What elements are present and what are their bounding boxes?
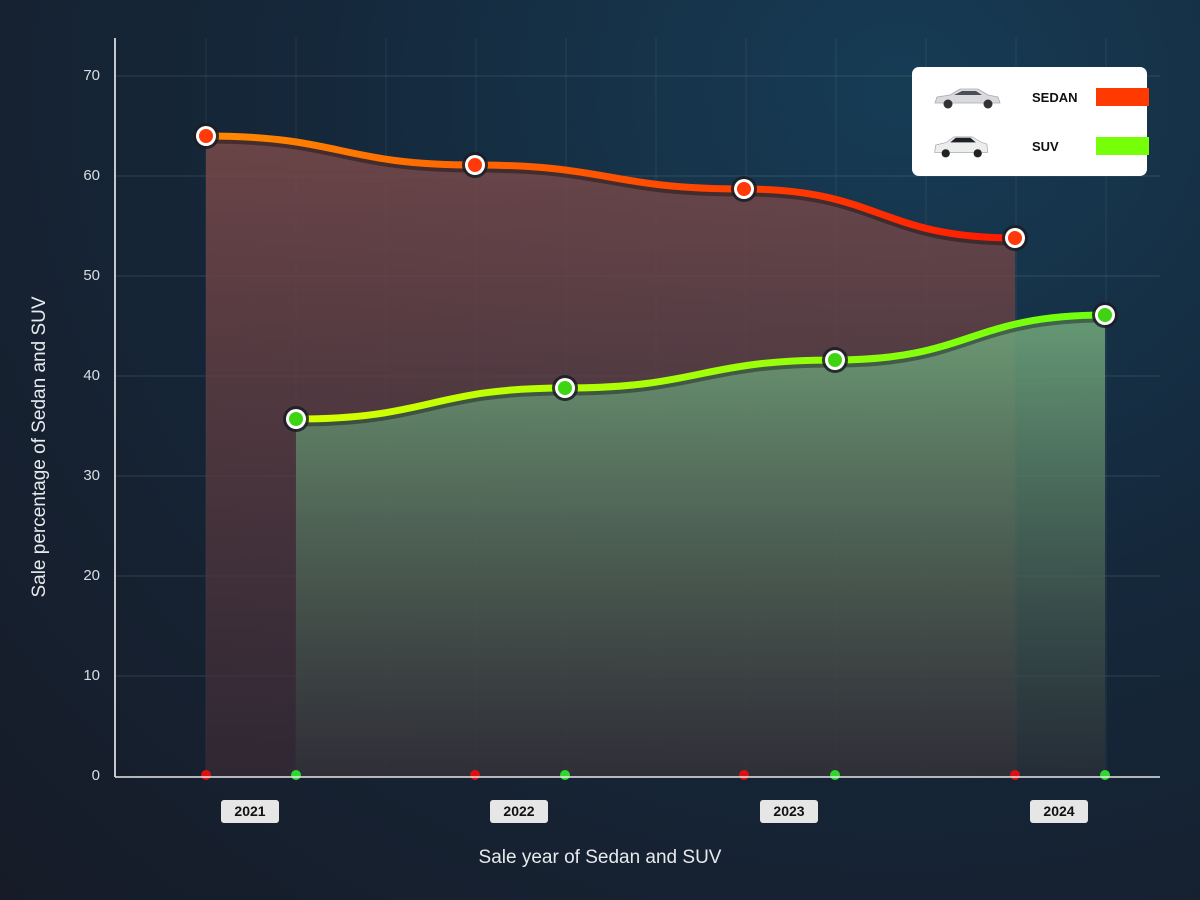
data-point-suv-2022[interactable]: SUV 2022: 38.8 — [552, 375, 578, 401]
data-point-sedan-2022[interactable]: SEDAN 2022: 61.1 — [462, 152, 488, 178]
y-axis-label: Sale percentage of Sedan and SUV — [29, 296, 50, 598]
y-tick: 70 — [83, 67, 100, 84]
x-tick-2023: 2023 — [760, 800, 818, 823]
base-dot-sedan — [470, 770, 480, 780]
y-tick: 30 — [83, 467, 100, 484]
x-tick-2021: 2021 — [221, 800, 279, 823]
value-stems — [201, 148, 1110, 780]
data-point-sedan-2024[interactable]: SEDAN 2024: 53.8 — [1002, 225, 1028, 251]
legend-swatch-suv — [1096, 137, 1149, 155]
y-tick: 50 — [83, 267, 100, 284]
line-sedan — [202, 132, 1019, 242]
base-dot-sedan — [739, 770, 749, 780]
y-tick: 10 — [83, 667, 100, 684]
data-point-sedan-2023[interactable]: SEDAN 2023: 58.7 — [731, 176, 757, 202]
legend-item-sedan: SEDAN — [932, 82, 1149, 112]
legend: SEDAN SUV — [912, 67, 1149, 176]
legend-label-sedan: SEDAN — [1032, 89, 1078, 105]
base-dot-suv — [291, 770, 301, 780]
data-point-suv-2024[interactable]: SUV 2024: 46.1 — [1092, 302, 1118, 328]
base-dot-sedan — [201, 770, 211, 780]
legend-swatch-sedan — [1096, 88, 1149, 106]
data-points: SEDAN 2021: 64 SEDAN 2022: 61.1 SEDAN 2023… — [193, 123, 1118, 432]
line-suv — [292, 311, 1109, 423]
base-dot-suv — [560, 770, 570, 780]
legend-label-suv: SUV — [1032, 138, 1059, 154]
series-areas — [206, 136, 1105, 777]
data-point-suv-2021[interactable]: SUV 2021: 35.7 — [283, 406, 309, 432]
area-suv — [296, 315, 1105, 777]
sedan-car-icon — [934, 88, 1001, 109]
y-tick: 60 — [83, 167, 100, 184]
y-tick: 40 — [83, 367, 100, 384]
y-tick: 20 — [83, 567, 100, 584]
data-point-suv-2023[interactable]: SUV 2023: 41.6 — [822, 347, 848, 373]
legend-item-suv: SUV — [932, 131, 1149, 161]
x-tick-2022: 2022 — [490, 800, 548, 823]
base-dot-sedan — [1010, 770, 1020, 780]
data-point-sedan-2021[interactable]: SEDAN 2021: 64 — [193, 123, 219, 149]
series-lines — [202, 132, 1109, 427]
y-tick: 0 — [91, 767, 100, 784]
x-tick-2024: 2024 — [1030, 800, 1088, 823]
base-dot-suv — [830, 770, 840, 780]
suv-car-icon — [934, 136, 989, 158]
base-dot-suv — [1100, 770, 1110, 780]
x-axis-label: Sale year of Sedan and SUV — [478, 847, 722, 868]
